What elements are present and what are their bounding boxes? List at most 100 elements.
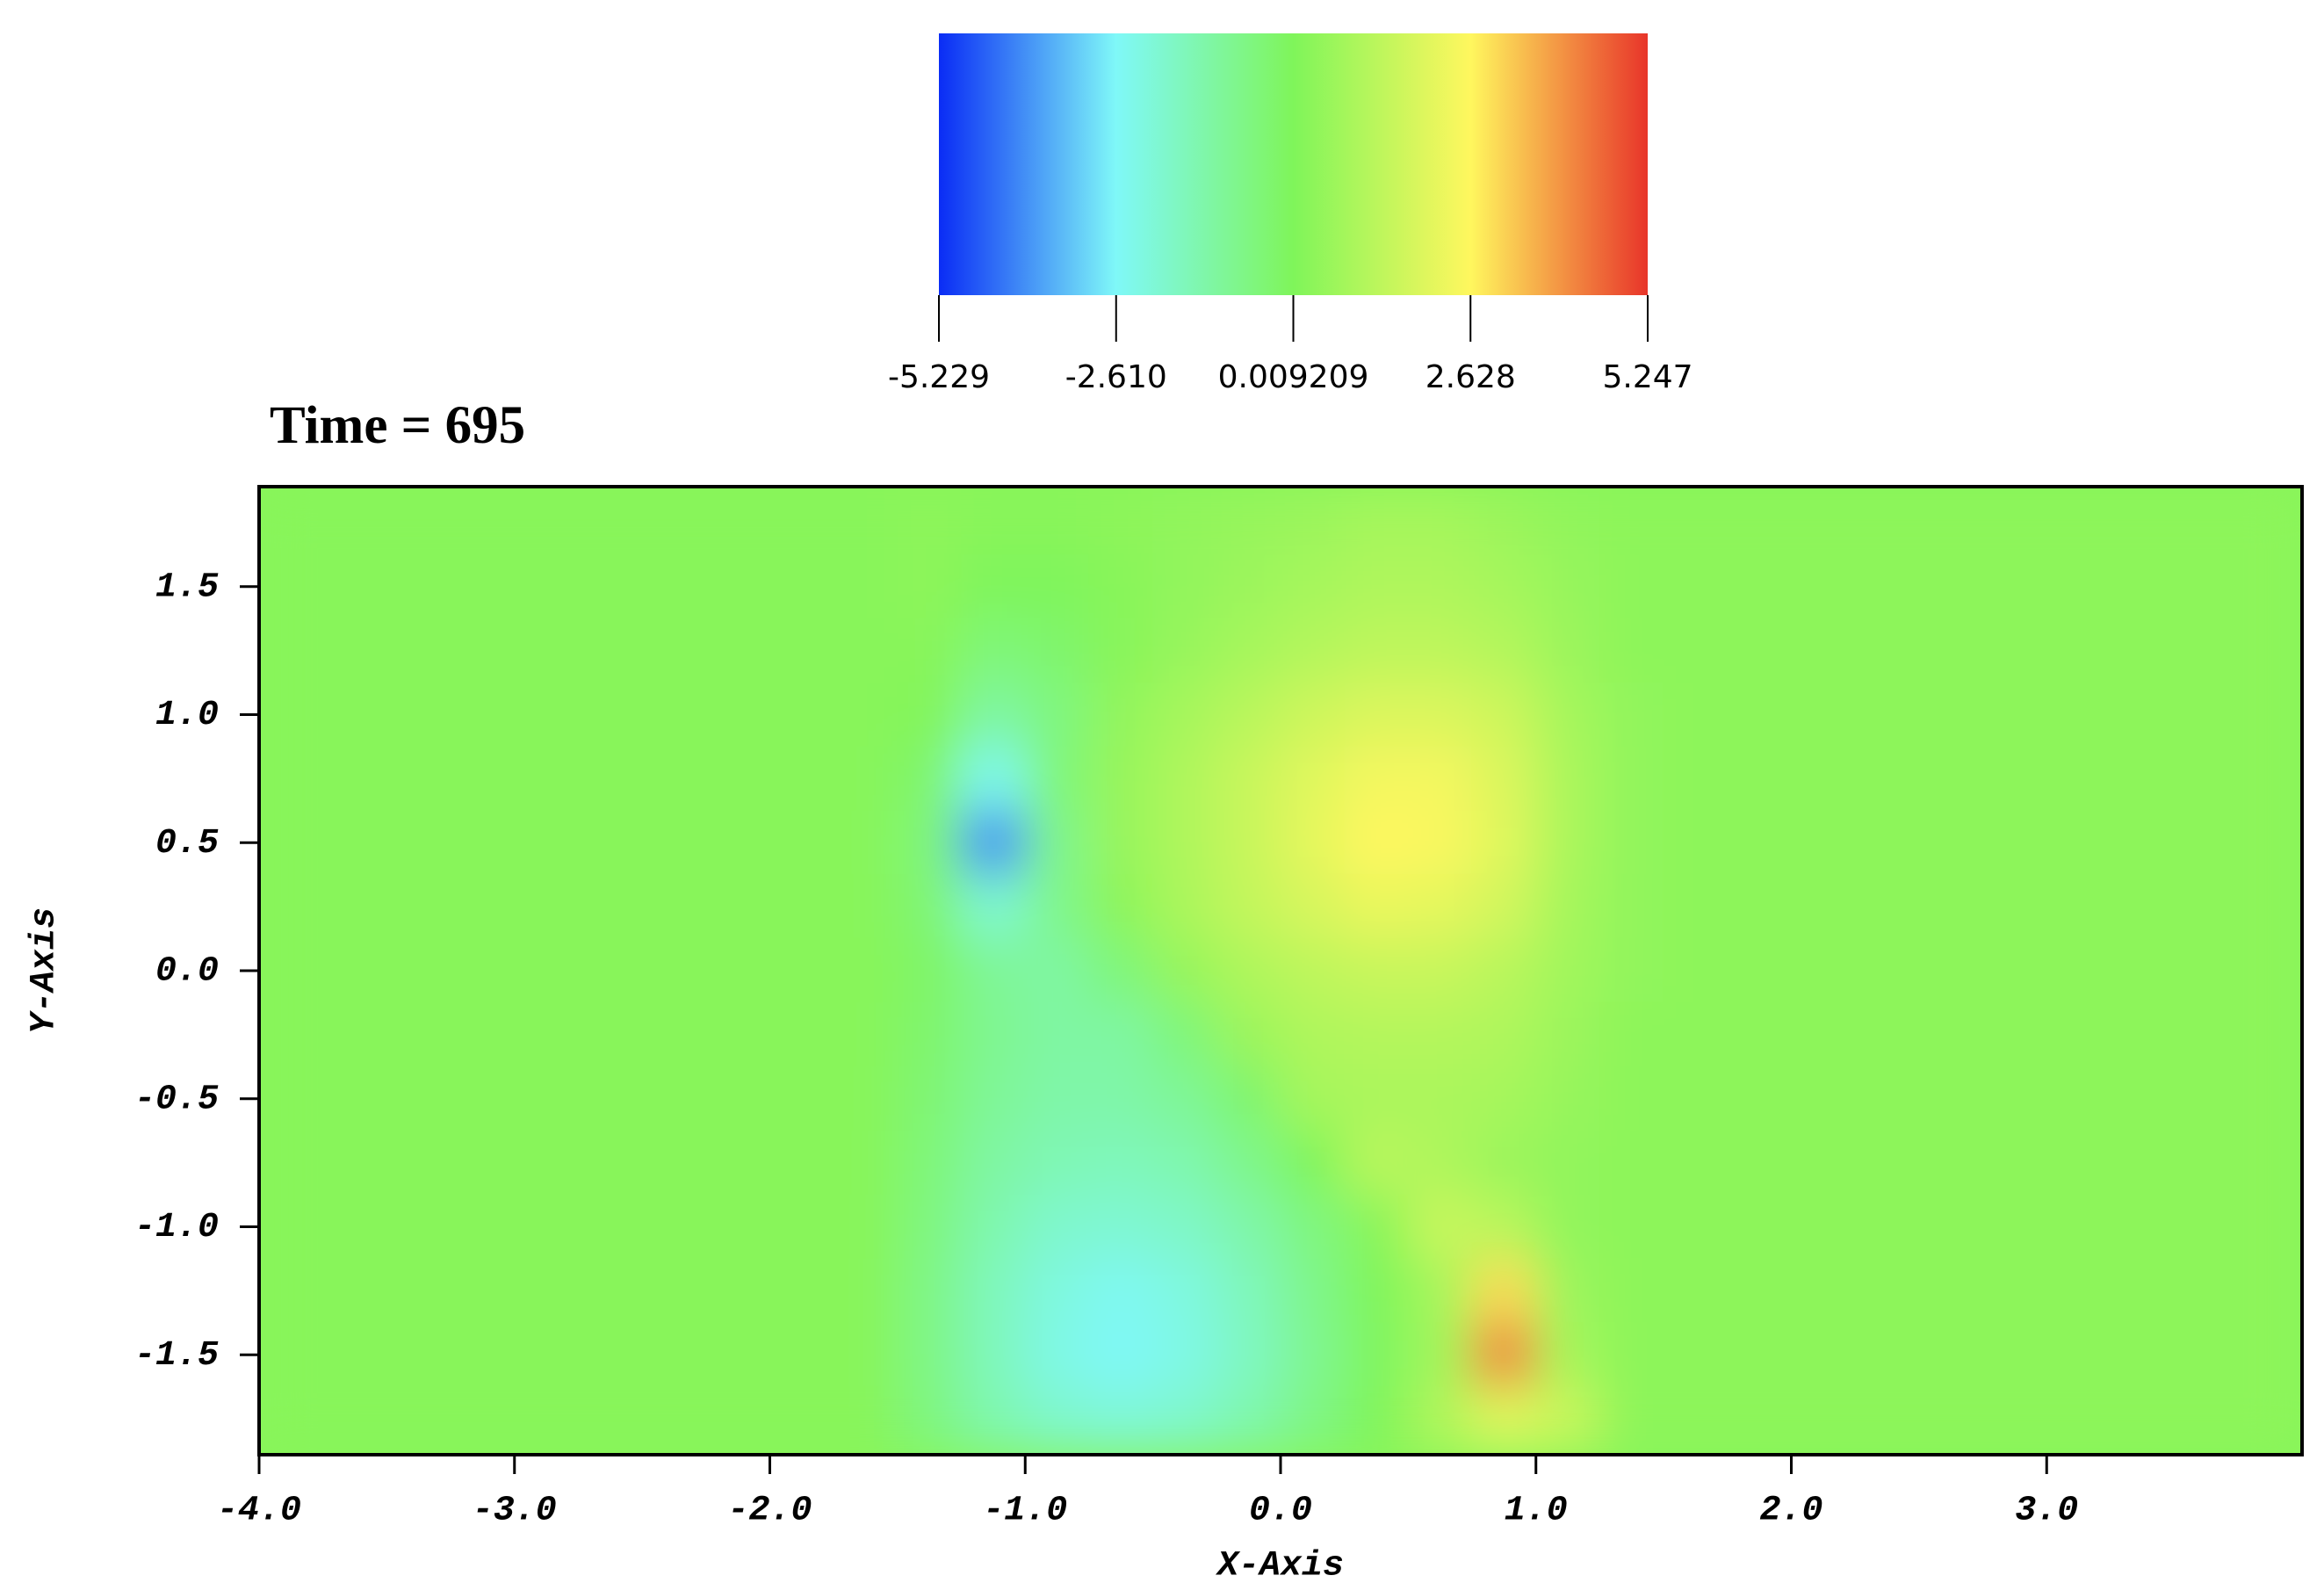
heatmap-cell [450,874,516,940]
heatmap-cell [1152,618,1217,683]
colorbar-tick-label: 0.009209 [1218,359,1369,395]
heatmap-cell [1854,1322,1920,1388]
heatmap-cells [259,489,2302,1452]
heatmap-cell [1216,746,1281,812]
heatmap-cell [1024,489,1090,555]
heatmap-cell [2237,553,2302,619]
heatmap-cell [2237,618,2302,683]
heatmap-cell [1280,1322,1346,1388]
heatmap-cell [1407,874,1473,940]
heatmap-cell [1727,1194,1792,1260]
heatmap-cell [322,746,387,812]
heatmap-cell [769,1001,834,1067]
heatmap-cell [1791,682,1856,748]
heatmap-cell [1535,1194,1600,1260]
heatmap-cell [259,682,324,748]
heatmap-cell [1471,1194,1537,1260]
heatmap-cell [1918,682,1984,748]
heatmap-cell [1982,682,2047,748]
x-tick-label: 0.0 [1249,1492,1312,1531]
heatmap-cell [1407,1194,1473,1260]
heatmap-cell [641,553,707,619]
heatmap-cell [1216,874,1281,940]
heatmap-cell [1152,553,1217,619]
heatmap-cell [2046,618,2111,683]
heatmap-cell [1854,1001,1920,1067]
heatmap-cell [1152,682,1217,748]
heatmap-cell [833,1386,899,1452]
heatmap-cell [1918,553,1984,619]
heatmap-cell [1024,810,1090,876]
heatmap-cell [450,1066,516,1131]
heatmap-cell [1088,1194,1154,1260]
chart-title: Time = 695 [270,396,525,455]
heatmap-cell [1982,1130,2047,1196]
heatmap-cell [833,1322,899,1388]
heatmap-cell [2174,746,2239,812]
heatmap-cell [705,682,770,748]
heatmap-cell [769,746,834,812]
heatmap-cell [769,938,834,1003]
heatmap-cell [2237,1194,2302,1260]
heatmap-cell [259,746,324,812]
colorbar-tick-label: -2.610 [1065,359,1167,395]
heatmap-cell [1599,746,1664,812]
colorbar [939,33,1648,295]
heatmap-cell [1791,618,1856,683]
heatmap-cell [450,553,516,619]
heatmap-cell [705,1066,770,1131]
heatmap-cell [1407,938,1473,1003]
heatmap-cell [450,682,516,748]
heatmap-cell [1982,746,2047,812]
heatmap-cell [2110,810,2176,876]
heatmap-cell [1918,1066,1984,1131]
heatmap-cell [1535,489,1600,555]
heatmap-cell [769,874,834,940]
heatmap-cell [514,489,579,555]
heatmap-cell [386,1001,451,1067]
heatmap-cell [897,810,963,876]
heatmap-cell [1791,1386,1856,1452]
heatmap-cell [1982,553,2047,619]
heatmap-cell [1407,682,1473,748]
heatmap-cell [259,1194,324,1260]
heatmap-cell [2046,1258,2111,1324]
heatmap-cell [2110,1258,2176,1324]
heatmap-cell [386,1322,451,1388]
heatmap-cell [1024,938,1090,1003]
heatmap [259,487,2302,1455]
heatmap-cell [1854,1130,1920,1196]
heatmap-cell [1344,1258,1409,1324]
heatmap-cell [2046,489,2111,555]
heatmap-cell [1663,1001,1729,1067]
heatmap-cell [2046,874,2111,940]
heatmap-cell [1727,1322,1792,1388]
heatmap-cell [1216,618,1281,683]
heatmap-cell [641,810,707,876]
heatmap-cell [1088,553,1154,619]
heatmap-cell [1024,1130,1090,1196]
colorbar-tick-label: -5.229 [888,359,990,395]
heatmap-cell [1088,1386,1154,1452]
heatmap-cell [1471,810,1537,876]
heatmap-cell [577,746,643,812]
heatmap-cell [833,810,899,876]
heatmap-cell [641,1258,707,1324]
heatmap-cell [1024,1322,1090,1388]
heatmap-cell [1216,1130,1281,1196]
heatmap-cell [961,1066,1026,1131]
heatmap-cell [1918,1322,1984,1388]
heatmap-cell [1216,1066,1281,1131]
heatmap-cell [1535,746,1600,812]
colorbar-tick-label: 2.628 [1425,359,1516,395]
heatmap-cell [514,1258,579,1324]
heatmap-cell [514,938,579,1003]
heatmap-cell [1535,1001,1600,1067]
heatmap-cell [897,1194,963,1260]
heatmap-cell [1918,1258,1984,1324]
heatmap-cell [1918,746,1984,812]
heatmap-cell [1599,1001,1664,1067]
heatmap-cell [1791,1066,1856,1131]
heatmap-cell [1280,1258,1346,1324]
heatmap-cell [1982,1322,2047,1388]
